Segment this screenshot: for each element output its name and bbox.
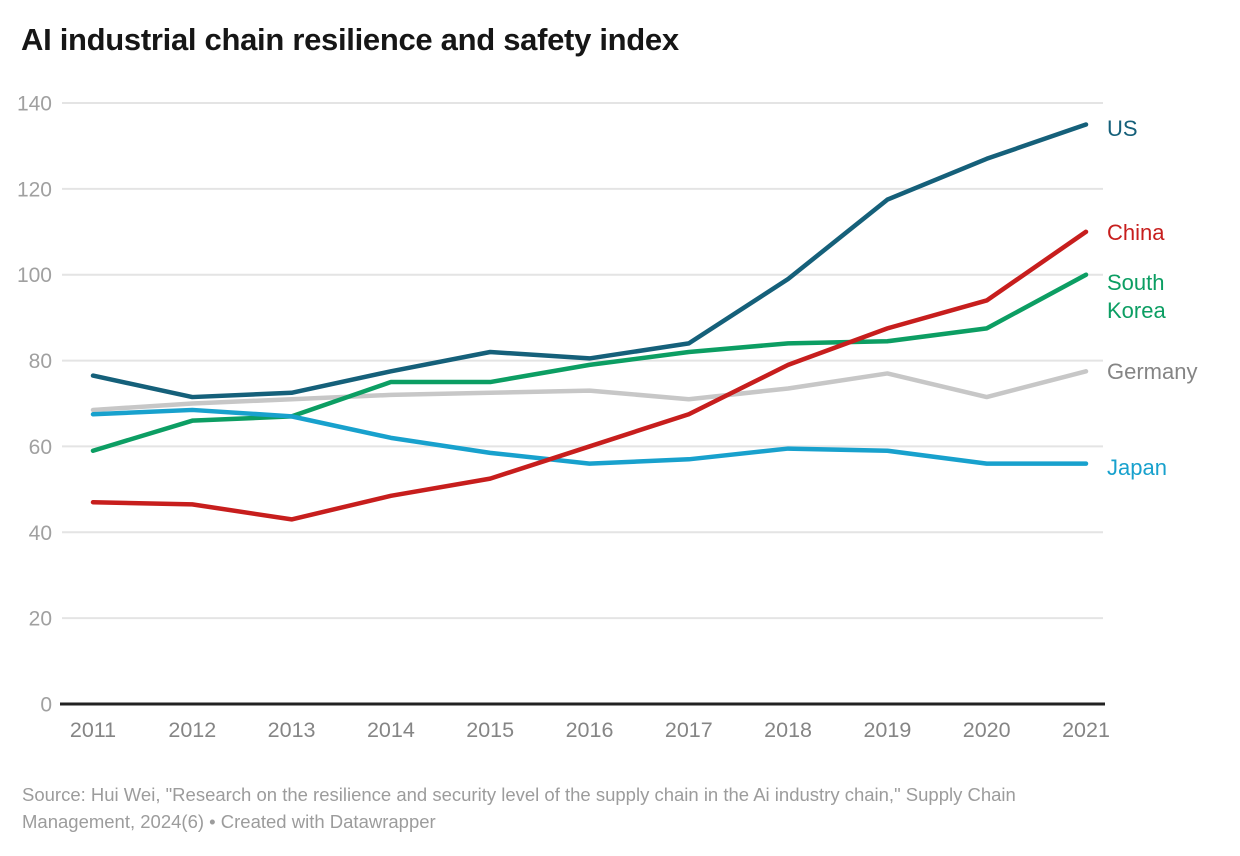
data-line-us — [90, 122, 1089, 400]
x-axis-tick-label: 2016 — [566, 718, 614, 742]
source-line-1: Source: Hui Wei, "Research on the resili… — [22, 784, 1016, 805]
x-axis-tick-label: 2020 — [963, 718, 1011, 742]
series-label-germany: Germany — [1107, 359, 1198, 385]
x-axis-tick-label: 2019 — [863, 718, 911, 742]
y-axis-tick-label: 40 — [29, 522, 52, 545]
series-label-china: China — [1107, 219, 1165, 245]
x-axis-tick-label: 2018 — [764, 718, 812, 742]
source-text: Source: Hui Wei, "Research on the resili… — [22, 782, 1212, 835]
y-axis-tick-label: 0 — [40, 694, 52, 717]
x-axis-tick-label: 2014 — [367, 718, 415, 742]
data-line-south-korea — [90, 272, 1089, 453]
x-axis-tick-label: 2011 — [70, 718, 116, 742]
x-axis-tick-label: 2013 — [268, 718, 316, 742]
series-label-japan: Japan — [1107, 454, 1167, 480]
source-line-2: Management, 2024(6) • Created with Dataw… — [22, 810, 436, 832]
y-axis-tick-label: 80 — [29, 350, 52, 373]
data-line-germany — [90, 369, 1089, 413]
x-axis-tick-label: 2015 — [466, 718, 514, 742]
y-axis-tick-label: 140 — [17, 93, 52, 116]
data-line-japan — [90, 407, 1089, 466]
y-axis-tick-label: 20 — [29, 608, 52, 631]
series-label-us: US — [1107, 116, 1138, 142]
series-label-south-korea: South Korea — [1107, 269, 1166, 323]
x-axis-tick-label: 2021 — [1062, 718, 1110, 742]
y-axis-tick-label: 120 — [17, 178, 52, 201]
y-axis-tick-label: 60 — [29, 436, 52, 459]
chart-title: AI industrial chain resilience and safet… — [21, 22, 679, 57]
x-axis-tick-label: 2017 — [665, 718, 713, 742]
y-axis-tick-label: 100 — [17, 264, 52, 287]
x-axis-tick-label: 2012 — [168, 718, 216, 742]
data-line-china — [90, 229, 1089, 522]
